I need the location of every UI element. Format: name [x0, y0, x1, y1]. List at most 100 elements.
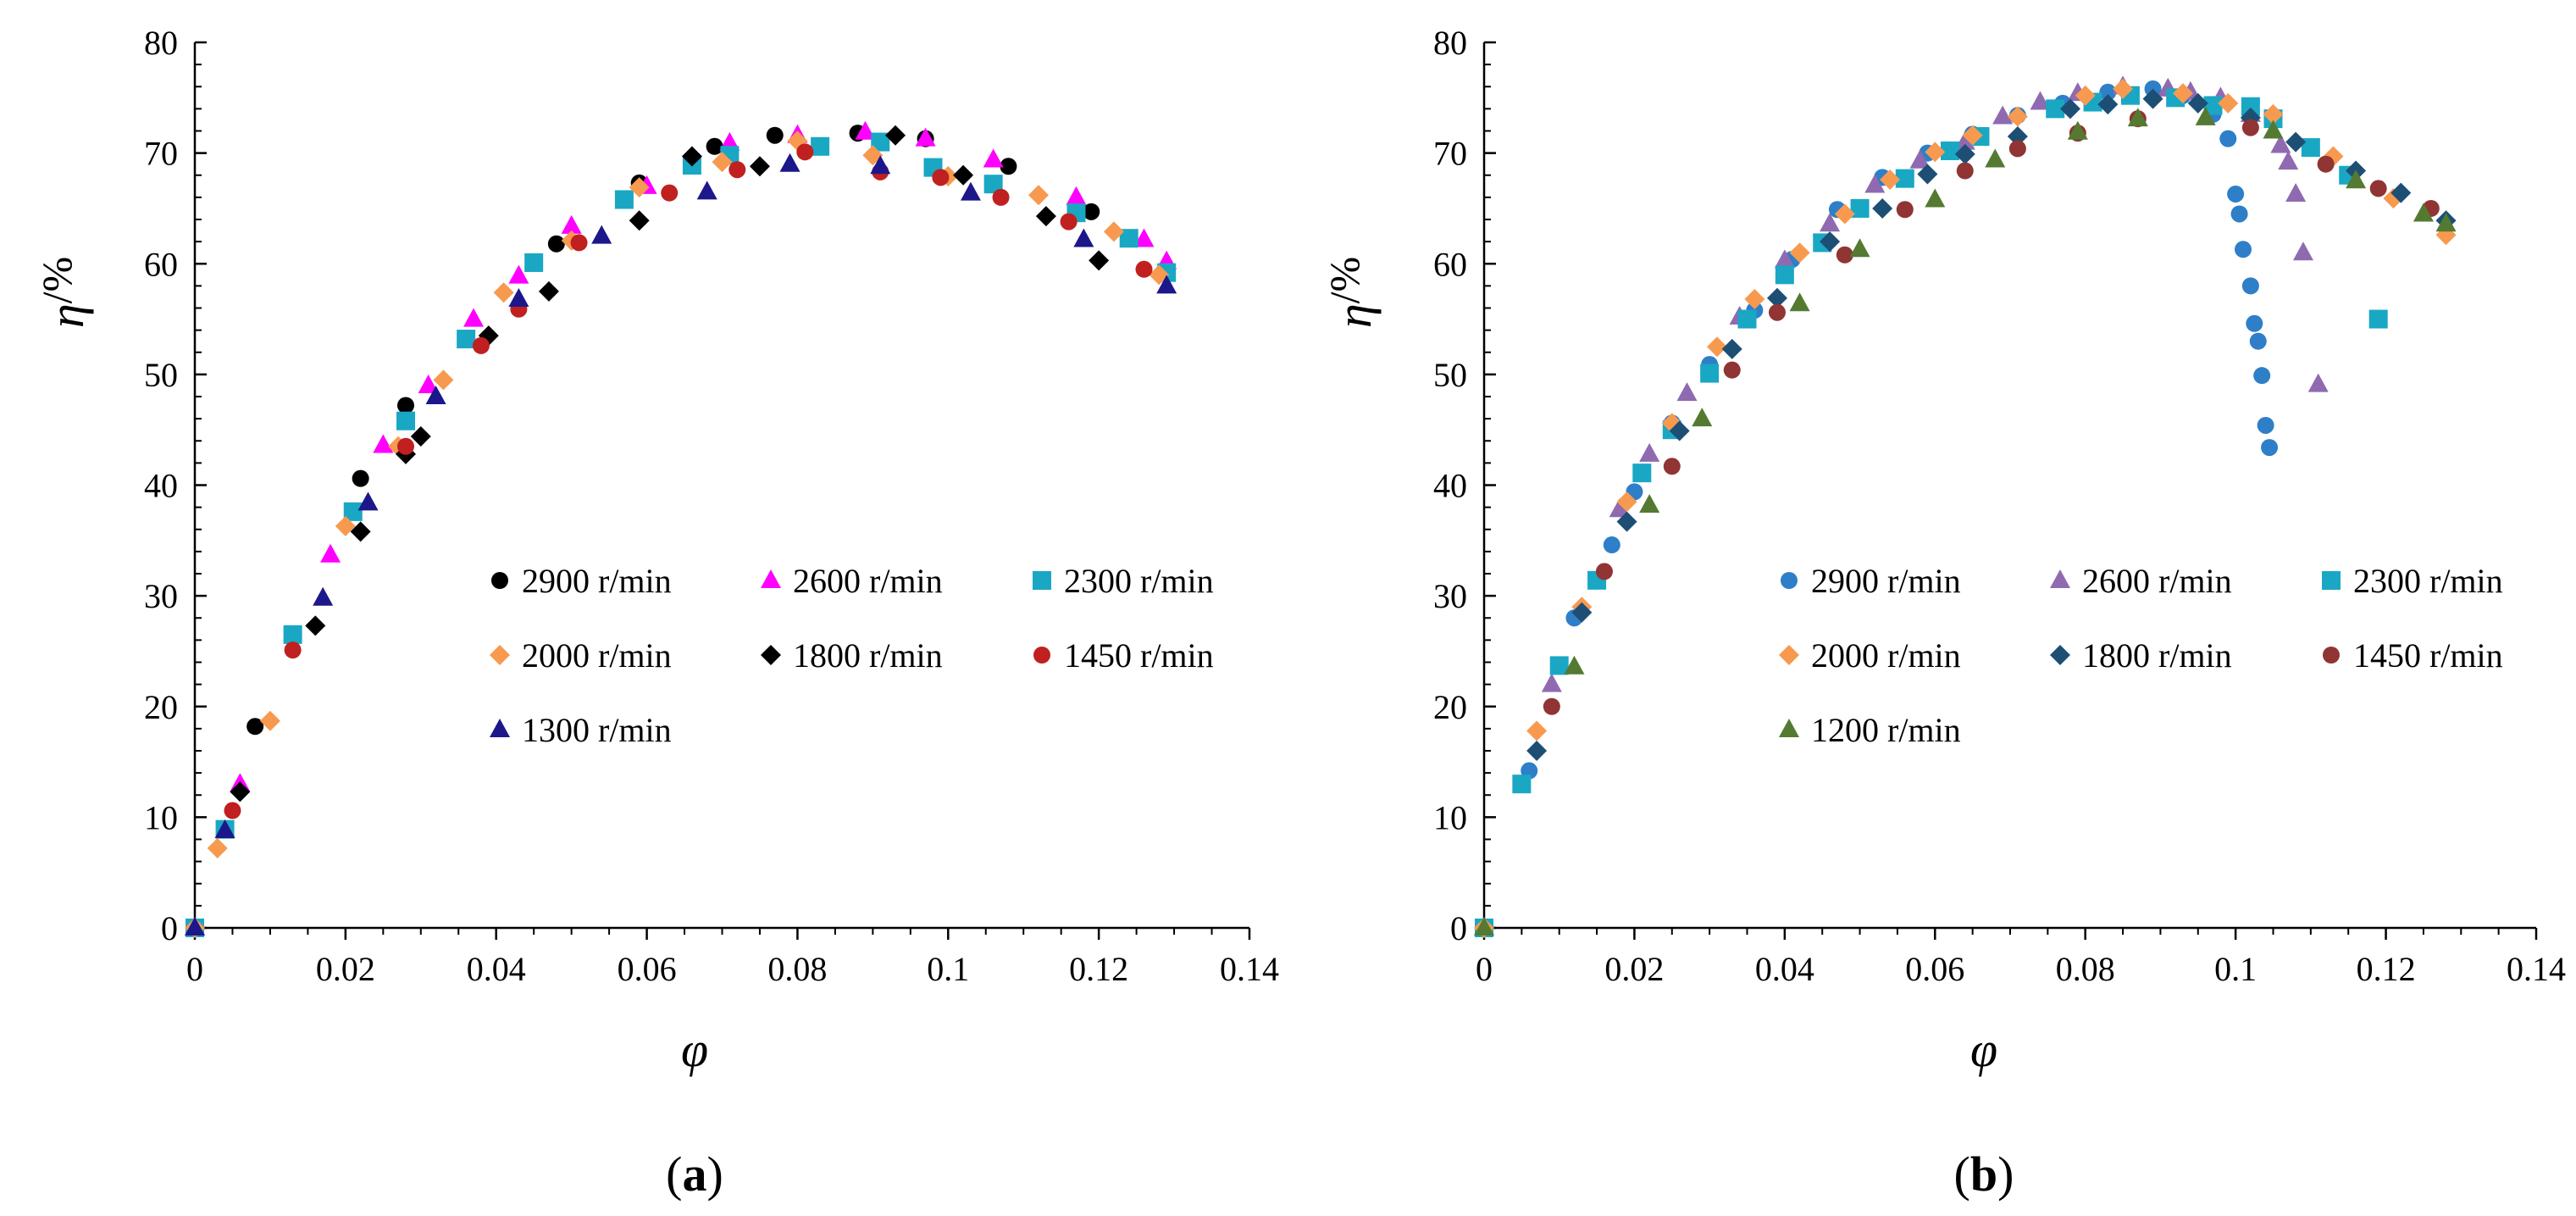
data-point	[335, 515, 356, 536]
x-axis-title-a: φ	[681, 1022, 708, 1077]
data-point	[1872, 197, 1893, 219]
data-point	[1512, 775, 1532, 794]
data-point	[1035, 206, 1056, 227]
data-point	[915, 127, 936, 147]
data-point	[2257, 416, 2274, 434]
x-tick-label-b: 0.1	[2214, 950, 2257, 988]
y-tick-label-b: 50	[1433, 356, 1467, 394]
data-point	[870, 155, 891, 175]
legend-marker	[2050, 569, 2070, 588]
data-point	[1616, 491, 1637, 513]
data-point	[2263, 103, 2284, 125]
x-tick-label-a: 0.14	[1220, 950, 1279, 988]
data-point	[214, 819, 235, 839]
data-point	[1073, 228, 1094, 247]
data-point	[2142, 88, 2163, 109]
y-tick-label-a: 30	[144, 577, 178, 615]
data-point	[343, 502, 363, 521]
panel-label-b: (b)	[1954, 1147, 2014, 1202]
data-point	[283, 625, 302, 644]
y-tick-label-b: 30	[1433, 577, 1467, 615]
legend-label: 1450 r/min	[1064, 636, 1214, 675]
data-point	[2292, 242, 2313, 261]
x-tick-label-a: 0.06	[618, 950, 677, 988]
data-point	[1880, 169, 1901, 190]
data-point	[230, 781, 251, 802]
data-point	[1639, 494, 1660, 514]
data-point	[2270, 134, 2291, 153]
data-point	[1707, 336, 1728, 358]
data-point	[2263, 119, 2284, 139]
y-tick-label-b: 80	[1433, 24, 1467, 62]
legend-label: 2900 r/min	[1811, 562, 1961, 600]
legend-marker	[490, 719, 510, 737]
y-tick-label-a: 50	[144, 356, 178, 394]
data-point	[871, 132, 890, 152]
x-tick-label-b: 0.04	[1755, 950, 1814, 988]
data-point	[1775, 265, 1794, 285]
data-point	[992, 188, 1010, 206]
data-point	[932, 169, 950, 186]
data-point	[629, 177, 650, 198]
data-point	[313, 586, 334, 606]
legend-marker	[761, 645, 781, 665]
data-point	[2059, 98, 2080, 119]
chart-panel-b: η/% φ (b) 0 10 20 30 40 50 60 70 80 0 0.02 0.04 0.06…	[1321, 24, 2566, 1202]
x-tick-label-b: 0.06	[1905, 950, 1964, 988]
data-point	[779, 153, 800, 172]
data-point	[2368, 309, 2388, 329]
data-point	[1103, 221, 1124, 242]
data-point	[1541, 673, 1562, 692]
data-point	[305, 615, 326, 636]
data-point	[953, 164, 974, 186]
data-point	[2241, 277, 2259, 295]
data-point	[2413, 203, 2434, 222]
data-point	[457, 330, 476, 349]
x-tick-label-a: 0.12	[1069, 950, 1128, 988]
data-point	[1028, 185, 1049, 206]
data-point	[350, 521, 371, 542]
data-point	[2067, 120, 2088, 140]
data-point	[418, 374, 439, 393]
data-point	[493, 282, 514, 303]
data-point	[2230, 205, 2248, 223]
y-tick-label-a: 40	[144, 467, 178, 505]
data-point	[1896, 201, 1914, 219]
data-point	[1820, 231, 1841, 253]
series-b-2300	[1475, 86, 2388, 937]
chart-panel-a: η/% φ (a) 0 10 20 30 40 50 60 70 80 0 0.02 0.04 0.06…	[33, 24, 1279, 1202]
y-tick-label-b: 10	[1433, 798, 1467, 836]
data-point	[2285, 182, 2307, 202]
data-point	[2046, 99, 2065, 119]
legend-b: 2900 r/min 2600 r/min 2300 r/min 2000 r/min…	[1779, 562, 2503, 749]
data-point	[2346, 169, 2367, 189]
data-point	[2301, 138, 2320, 158]
x-tick-label-a: 0.04	[467, 950, 526, 988]
y-axis-symbol-b: η	[1327, 303, 1382, 328]
x-axis-title-b: φ	[1970, 1022, 1997, 1077]
data-point	[1909, 149, 1931, 169]
data-point	[960, 181, 981, 201]
data-point	[1737, 309, 1757, 329]
data-point	[1000, 158, 1017, 175]
y-tick-label-b: 20	[1433, 688, 1467, 726]
data-point	[1774, 249, 1795, 269]
legend-label: 1200 r/min	[1811, 711, 1961, 749]
data-point	[749, 156, 770, 177]
data-point	[1985, 148, 2006, 168]
data-point	[224, 802, 241, 819]
data-point	[661, 184, 679, 202]
data-point	[1723, 361, 1741, 379]
legend-marker	[1781, 572, 1798, 589]
data-point	[1917, 164, 1938, 185]
legend-a: 2900 r/min 2600 r/min 2300 r/min 2000 r/min…	[490, 562, 1214, 749]
y-axis-unit-b: /%	[1321, 257, 1368, 304]
y-tick-label-a: 70	[144, 135, 178, 173]
data-point	[1616, 511, 1637, 532]
legend-label: 2600 r/min	[2082, 562, 2232, 600]
data-point	[706, 137, 723, 155]
data-point	[508, 288, 529, 308]
series-b-1800	[1526, 88, 2457, 761]
data-point	[1692, 408, 1713, 427]
